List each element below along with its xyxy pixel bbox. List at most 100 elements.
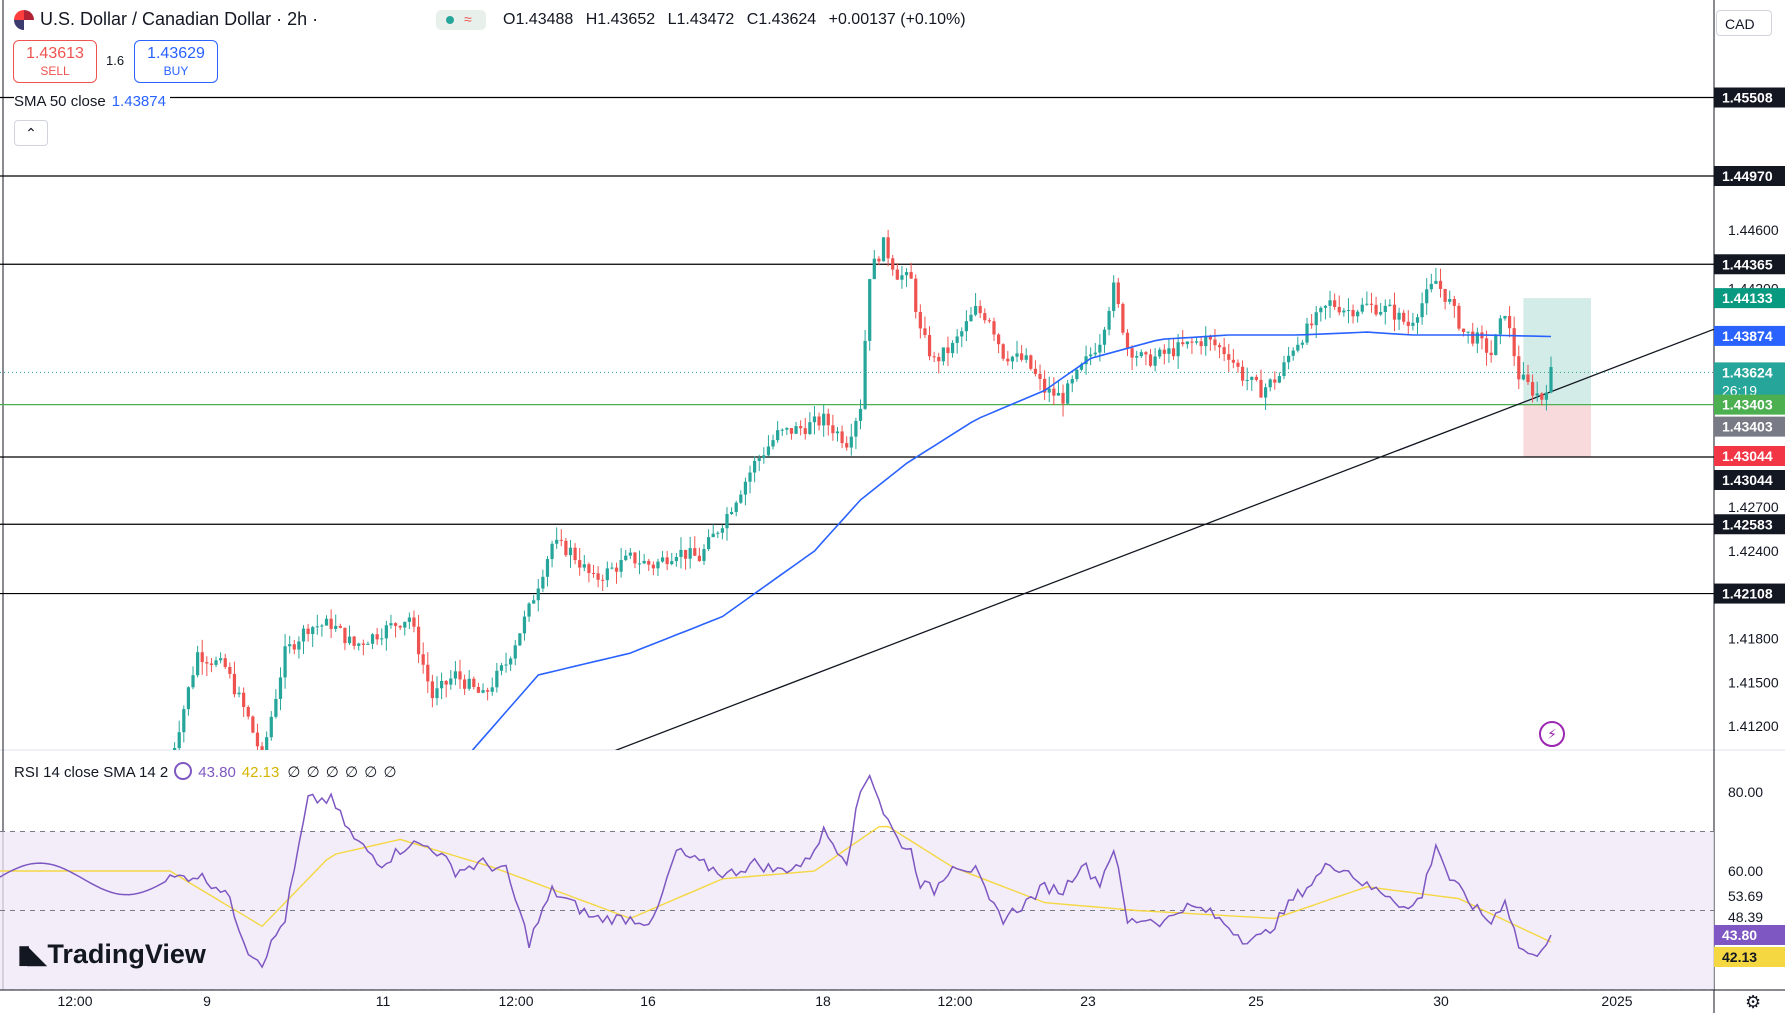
candle-body	[720, 528, 725, 533]
candle-body	[306, 628, 310, 635]
candle-body	[1406, 321, 1410, 326]
candle-body	[702, 549, 706, 562]
time-tick-label: 18	[815, 993, 831, 1009]
candle-body	[697, 555, 701, 562]
rsi-pane[interactable]	[0, 773, 1714, 990]
rsi-empty-values: ∅ ∅ ∅ ∅ ∅ ∅	[287, 764, 398, 781]
candle-body	[711, 533, 715, 538]
axis-label-bg-level	[1714, 254, 1785, 275]
rsi-layer	[0, 773, 1714, 990]
candle-body	[1425, 289, 1429, 304]
candle-body	[1360, 304, 1364, 312]
candle-body	[1333, 300, 1337, 307]
low-value: L1.43472	[667, 11, 735, 28]
last-price-tag: 1.43624	[1722, 364, 1773, 380]
axis-label-bg-level	[1714, 470, 1785, 490]
ohlc-readout: O1.43488 H1.43652 L1.43472 C1.43624 +0.0…	[503, 11, 974, 29]
candle-body	[1130, 348, 1134, 358]
candle-body	[1535, 393, 1539, 396]
price-tick-label: 1.42400	[1728, 543, 1779, 559]
candle-body	[389, 623, 393, 626]
candle-body	[513, 645, 517, 659]
candle-body	[1374, 304, 1378, 315]
candle-body	[200, 652, 204, 663]
candle-body	[610, 567, 614, 569]
axis-label-take-profit-3: 1.44133	[1722, 290, 1773, 306]
candle-body	[1240, 366, 1245, 381]
candle-body	[1208, 336, 1212, 340]
time-tick-label: 12:00	[498, 993, 533, 1009]
candle-body	[1227, 354, 1231, 360]
symbol-title[interactable]: U.S. Dollar / Canadian Dollar · 2h ·	[40, 9, 319, 29]
candle-body	[1084, 356, 1088, 365]
axis-label-level-2: 1.44365	[1722, 256, 1773, 272]
candle-body	[734, 502, 738, 512]
buy-button[interactable]: 1.43629 BUY	[134, 40, 218, 83]
candle-body	[564, 540, 568, 556]
candle-body	[467, 678, 471, 689]
candle-body	[1236, 362, 1240, 367]
trendline	[614, 328, 1714, 750]
candle-body	[559, 539, 563, 541]
time-tick-label: 12:00	[57, 993, 92, 1009]
candle-body	[1273, 379, 1277, 383]
candle-body	[1323, 305, 1328, 308]
refresh-icon[interactable]	[174, 762, 193, 780]
candle-body	[1466, 331, 1470, 333]
sell-label: SELL	[40, 64, 70, 78]
candle-body	[541, 576, 545, 589]
candle-body	[1254, 376, 1258, 380]
price-tick-label: 1.42700	[1728, 499, 1779, 515]
candle-body	[1383, 305, 1387, 313]
axis-label-bg-support	[1714, 394, 1785, 415]
candle-body	[426, 664, 430, 682]
candle-body	[1526, 374, 1530, 383]
candle-body	[1222, 347, 1226, 355]
candle-body	[785, 428, 789, 430]
candle-body	[1190, 341, 1194, 343]
time-axis[interactable]: 12:00 9 11 12:00 16 18 12:00 23 25 30 2025	[57, 993, 1632, 1009]
currency-select[interactable]: CAD	[1716, 10, 1772, 36]
collapse-legend-button[interactable]: ⌃	[14, 120, 48, 146]
candle-body	[504, 664, 508, 666]
rsi-value: 43.80	[198, 764, 236, 781]
candle-body	[301, 628, 306, 642]
rsi-legend[interactable]: RSI 14 close SMA 14 2 43.80 42.13 ∅ ∅ ∅ ∅ ∅…	[14, 762, 398, 781]
candle-body	[803, 428, 807, 434]
price-axis[interactable]: 1.41200 1.41500 1.41800 1.42400 1.42700 1.436…	[1714, 87, 1785, 967]
settings-icon[interactable]: ⚙	[1745, 992, 1762, 1012]
candle-body	[826, 413, 830, 426]
sell-button[interactable]: 1.43613 SELL	[13, 40, 97, 83]
rsi-tick-label: 80.00	[1728, 784, 1763, 800]
candle-body	[1402, 312, 1406, 322]
candle-body	[1171, 348, 1176, 357]
candle-body	[932, 356, 936, 358]
axis-label-level-1: 1.44970	[1722, 168, 1773, 184]
candle-body	[1135, 356, 1139, 358]
lightning-icon[interactable]: ⚡	[1539, 721, 1565, 747]
candle-body	[1415, 317, 1420, 323]
candle-body	[416, 626, 421, 655]
tradingview-mark-icon: ▮◣	[17, 939, 47, 969]
candle-body	[582, 564, 586, 568]
candle-body	[568, 547, 573, 556]
candle-body	[407, 617, 411, 622]
candle-body	[1305, 323, 1309, 343]
candle-body	[1498, 318, 1502, 335]
candle-body	[1342, 310, 1346, 313]
candle-body	[403, 621, 407, 628]
candle-body	[693, 548, 697, 556]
candle-body	[352, 636, 356, 646]
candle-body	[849, 436, 853, 448]
sma-legend[interactable]: SMA 50 close 1.43874	[14, 93, 170, 110]
candle-body	[338, 625, 342, 628]
candle-body	[766, 446, 771, 456]
candle-body	[1001, 344, 1005, 359]
open-value: O1.43488	[503, 11, 574, 28]
market-status[interactable]: ≈	[436, 10, 486, 30]
candle-body	[1314, 312, 1318, 326]
candle-body	[1139, 352, 1143, 357]
candle-body	[628, 552, 632, 556]
